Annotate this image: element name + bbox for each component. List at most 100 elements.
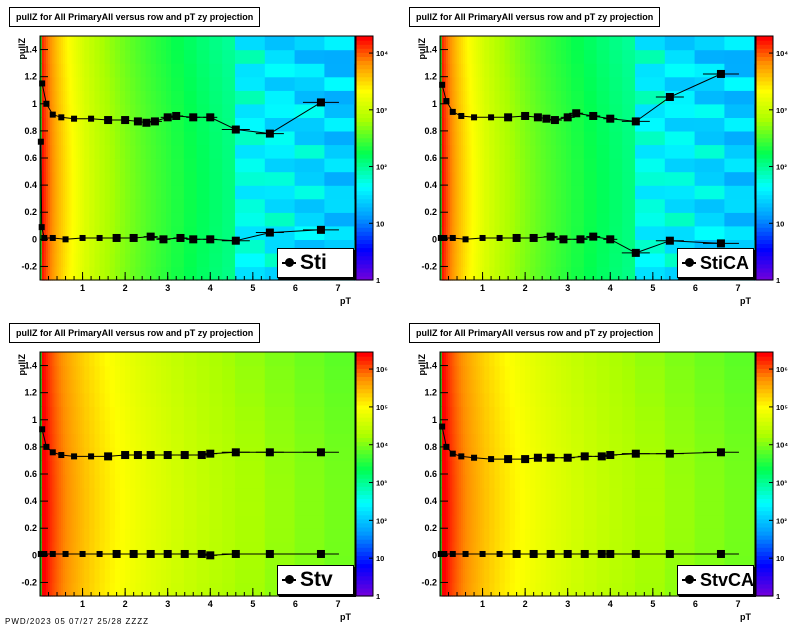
heatmap-cell	[166, 555, 172, 570]
color-scale-cell	[356, 530, 373, 536]
heatmap-cell	[530, 225, 536, 240]
heatmap-cell	[566, 90, 572, 105]
heatmap-cell	[477, 433, 481, 448]
heatmap-cell	[525, 379, 531, 394]
heatmap-cell	[504, 198, 511, 213]
heatmap-cell	[535, 266, 542, 281]
heatmap-cell	[135, 365, 142, 380]
heatmap-cell	[54, 225, 58, 240]
heatmap-cell	[125, 541, 131, 556]
heatmap-cell	[264, 212, 296, 227]
heatmap-cell	[477, 365, 481, 380]
heatmap-cell	[222, 582, 236, 597]
y-tick-label: 1.4	[424, 45, 437, 55]
heatmap-cell	[525, 198, 531, 213]
heatmap-cell	[222, 433, 236, 448]
heatmap-cell	[458, 63, 462, 78]
heatmap-cell	[596, 171, 610, 186]
color-scale-cell	[756, 178, 773, 183]
heatmap-cell	[73, 76, 77, 91]
heatmap-cell	[50, 433, 53, 448]
heatmap-cell	[446, 117, 449, 132]
heatmap-cell	[77, 158, 81, 173]
data-point	[580, 452, 589, 461]
chart-title: pullZ for All PrimaryAll versus row and …	[9, 323, 261, 343]
heatmap-cell	[196, 158, 210, 173]
heatmap-cell	[80, 568, 83, 584]
heatmap-cell	[46, 446, 49, 462]
heatmap-cell	[514, 460, 521, 475]
heatmap-cell	[724, 460, 755, 475]
heatmap-cell	[75, 225, 79, 240]
heatmap-cell	[475, 158, 479, 173]
heatmap-cell	[514, 266, 521, 281]
heatmap-cell	[222, 406, 236, 421]
color-scale-cell	[356, 506, 373, 512]
heatmap-cell	[140, 528, 147, 543]
heatmap-cell	[294, 474, 325, 489]
heatmap-cell	[458, 90, 462, 105]
heatmap-cell	[82, 144, 85, 159]
heatmap-cell	[63, 158, 66, 173]
heatmap-cell	[484, 379, 490, 394]
heatmap-cell	[67, 555, 70, 570]
heatmap-cell	[504, 49, 511, 64]
heatmap-cell	[509, 266, 516, 281]
heatmap-cell	[520, 117, 526, 132]
heatmap-cell	[477, 541, 481, 556]
data-point	[631, 449, 640, 458]
heatmap-cell	[482, 541, 485, 556]
heatmap-cell	[441, 103, 445, 118]
heatmap-cell	[89, 568, 96, 584]
heatmap-cell	[530, 130, 536, 146]
heatmap-cell	[82, 419, 85, 434]
heatmap-cell	[482, 158, 485, 173]
heatmap-cell	[560, 419, 567, 434]
heatmap-cell	[41, 158, 45, 173]
heatmap-cell	[477, 528, 481, 543]
heatmap-cell	[109, 352, 116, 367]
y-tick-label: -0.2	[21, 577, 37, 587]
heatmap-cell	[473, 474, 477, 489]
heatmap-cell	[540, 352, 547, 367]
heatmap-cell	[463, 514, 466, 529]
heatmap-cell	[609, 528, 623, 543]
heatmap-cell	[622, 352, 636, 367]
heatmap-cell	[450, 90, 453, 105]
heatmap-cell	[441, 365, 445, 380]
heatmap-cell	[480, 514, 483, 529]
color-scale-cell	[356, 408, 373, 414]
heatmap-cell	[535, 460, 542, 475]
heatmap-cell	[54, 76, 58, 91]
heatmap-cell	[130, 555, 136, 570]
heatmap-cell	[80, 212, 83, 227]
data-point	[62, 550, 69, 557]
heatmap-cell	[555, 460, 562, 475]
heatmap-cell	[635, 252, 666, 268]
heatmap-cell	[555, 266, 562, 281]
heatmap-cell	[46, 225, 49, 240]
heatmap-cell	[196, 144, 210, 159]
heatmap-cell	[140, 474, 147, 489]
heatmap-cell	[458, 392, 462, 407]
heatmap-cell	[463, 117, 466, 132]
heatmap-cell	[540, 555, 547, 570]
heatmap-cell	[104, 582, 111, 597]
heatmap-cell	[540, 568, 547, 584]
heatmap-cell	[446, 582, 449, 597]
heatmap-cell	[155, 63, 162, 78]
heatmap-cell	[46, 568, 49, 584]
heatmap-cell	[454, 433, 458, 448]
heatmap-cell	[114, 49, 121, 64]
heatmap-cell	[460, 117, 464, 132]
heatmap-cell	[54, 555, 58, 570]
color-scale-cell	[756, 360, 773, 365]
heatmap-cell	[58, 185, 62, 200]
heatmap-cell	[467, 49, 470, 64]
heatmap-cell	[67, 36, 70, 51]
heatmap-cell	[56, 90, 60, 105]
x-axis-label: pT	[740, 612, 751, 622]
heatmap-cell	[530, 36, 536, 51]
heatmap-cell	[196, 76, 210, 91]
color-scale-cell	[756, 408, 773, 414]
